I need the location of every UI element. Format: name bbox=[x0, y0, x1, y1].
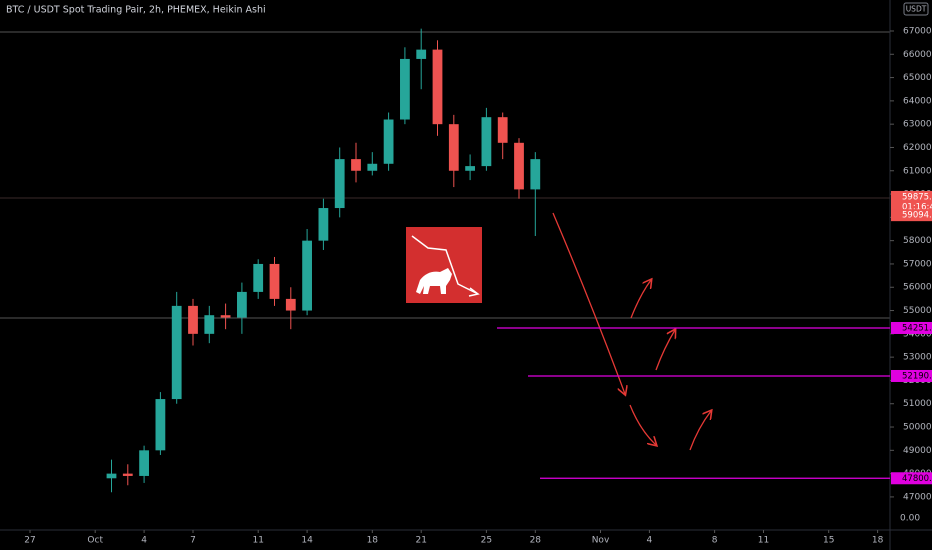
x-tick-label: Oct bbox=[87, 536, 103, 546]
y-tick-label: 66000.00 bbox=[903, 50, 932, 60]
x-tick-label: 7 bbox=[190, 536, 196, 546]
candle-body bbox=[400, 58, 410, 120]
x-tick-label: 25 bbox=[481, 536, 492, 546]
x-tick-label: 14 bbox=[301, 536, 313, 546]
x-tick-label: 18 bbox=[872, 536, 884, 546]
candle-body bbox=[383, 119, 394, 164]
y-tick-label: 56000.00 bbox=[903, 283, 932, 293]
candle-body bbox=[416, 49, 427, 59]
price-label: 59875.96 bbox=[902, 192, 932, 202]
candle-body bbox=[188, 305, 198, 334]
candle-body bbox=[318, 208, 329, 241]
level-label: 47800.93 bbox=[902, 474, 932, 484]
y-tick-label: 47000.00 bbox=[903, 492, 932, 502]
candle-body bbox=[465, 166, 475, 171]
y-tick-label: 55000.00 bbox=[903, 306, 932, 316]
countdown: 01:16:43 bbox=[902, 202, 932, 212]
level-label-box bbox=[891, 321, 932, 334]
x-tick-label: 8 bbox=[712, 536, 718, 546]
candle-body bbox=[497, 117, 508, 143]
x-tick-label: 21 bbox=[415, 536, 426, 546]
candle-body bbox=[106, 473, 117, 479]
price-label: 59094.78 bbox=[902, 211, 932, 221]
level-label: 52190.72 bbox=[902, 371, 932, 381]
candle-body bbox=[530, 159, 541, 190]
candle-body bbox=[204, 315, 215, 334]
currency-badge[interactable]: USDT bbox=[906, 5, 927, 14]
x-tick-label: 15 bbox=[823, 536, 834, 546]
level-label-box bbox=[891, 369, 932, 382]
x-tick-label: 28 bbox=[530, 536, 542, 546]
y-tick-label: 57000.00 bbox=[903, 259, 932, 269]
x-tick-label: Nov bbox=[592, 536, 610, 546]
level-label: 54251.17 bbox=[902, 323, 932, 333]
candle-body bbox=[122, 473, 133, 476]
x-tick-label: 11 bbox=[758, 536, 769, 546]
y-tick-label: 67000.00 bbox=[903, 26, 932, 36]
y-tick-label: 64000.00 bbox=[903, 96, 932, 106]
candle-body bbox=[448, 124, 459, 171]
candle-body bbox=[253, 263, 264, 292]
y-tick-label: 58000.00 bbox=[903, 236, 932, 246]
level-label-box bbox=[891, 472, 932, 485]
y-tick-label: 61000.00 bbox=[903, 166, 932, 176]
x-tick-label: 27 bbox=[24, 536, 35, 546]
candle-body bbox=[171, 305, 182, 400]
y-tick-label: 65000.00 bbox=[903, 73, 932, 83]
y-tick-label: 50000.00 bbox=[903, 423, 932, 433]
candle-body bbox=[334, 159, 345, 209]
candle-body bbox=[155, 399, 166, 451]
price-label-box bbox=[891, 209, 932, 222]
bear-icon bbox=[406, 227, 482, 303]
x-tick-label: 4 bbox=[647, 536, 653, 546]
chart-title: BTC / USDT Spot Trading Pair, 2h, PHEMEX… bbox=[6, 5, 266, 16]
candle-body bbox=[432, 49, 443, 125]
candle-body bbox=[302, 240, 312, 311]
drawn-arrows bbox=[552, 212, 711, 451]
candle-body bbox=[269, 263, 280, 299]
candle-body bbox=[220, 315, 231, 318]
candle-body bbox=[139, 450, 149, 476]
candle-body bbox=[367, 163, 378, 171]
candle-body bbox=[285, 298, 296, 311]
price-label-box bbox=[891, 190, 932, 213]
x-tick-label: 18 bbox=[367, 536, 379, 546]
y-tick-label: 62000.00 bbox=[903, 143, 932, 153]
indicator-label: 0.00 bbox=[900, 514, 920, 524]
y-tick-label: 51000.00 bbox=[903, 399, 932, 409]
y-tick-label: 54000.00 bbox=[903, 329, 932, 339]
candle-body bbox=[481, 117, 492, 167]
x-tick-label: 4 bbox=[141, 536, 147, 546]
currency-badge-box[interactable] bbox=[903, 2, 929, 16]
y-tick-label: 63000.00 bbox=[903, 120, 932, 130]
candle-body bbox=[514, 142, 524, 190]
y-tick-label: 53000.00 bbox=[903, 353, 932, 363]
candle-body bbox=[237, 291, 247, 318]
x-tick-label: 11 bbox=[252, 536, 263, 546]
candle-body bbox=[351, 159, 361, 171]
y-tick-label: 49000.00 bbox=[903, 446, 932, 456]
